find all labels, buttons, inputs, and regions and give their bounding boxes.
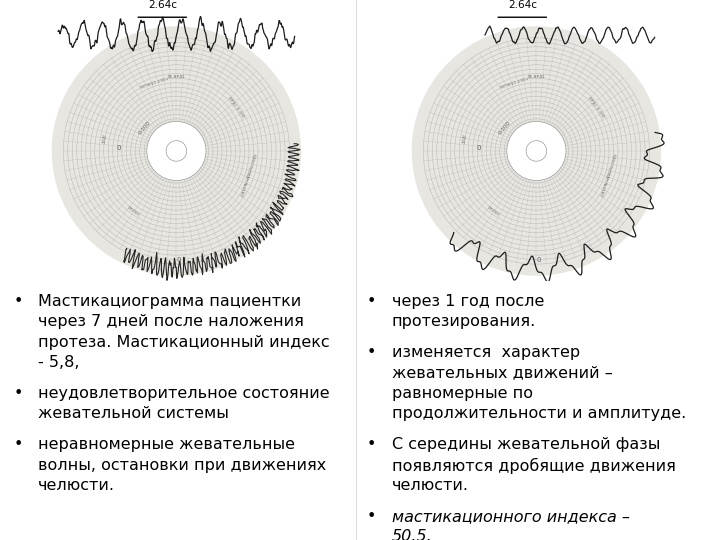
Text: ДПД: ДПД xyxy=(460,134,465,144)
Text: Мастикациограмма пациентки: Мастикациограмма пациентки xyxy=(37,294,301,309)
Circle shape xyxy=(147,122,206,180)
Text: ГОСТ 1936-85: ГОСТ 1936-85 xyxy=(499,73,528,86)
Text: через 1 год после: через 1 год после xyxy=(392,294,544,309)
Text: 50,5,: 50,5, xyxy=(392,529,433,540)
Text: через 7 дней после наложения: через 7 дней после наложения xyxy=(37,314,304,329)
Text: мастикационного индекса –: мастикационного индекса – xyxy=(392,509,629,524)
Text: неудовлетворительное состояние: неудовлетворительное состояние xyxy=(37,386,329,401)
Text: неравномерные жевательные: неравномерные жевательные xyxy=(37,437,294,452)
Text: •: • xyxy=(367,437,377,452)
Text: 2.64c: 2.64c xyxy=(148,0,176,10)
Text: •: • xyxy=(367,294,377,309)
Text: •: • xyxy=(14,386,23,401)
Circle shape xyxy=(166,140,186,161)
Text: ВРДС 0-100: ВРДС 0-100 xyxy=(228,96,246,118)
Circle shape xyxy=(507,122,566,180)
Text: ДПД: ДПД xyxy=(100,134,105,144)
Text: появляются дробящие движения: появляются дробящие движения xyxy=(392,457,675,474)
Text: 0: 0 xyxy=(536,257,541,263)
Text: БЕЕСТЬОВАН №3180: БЕЕСТЬОВАН №3180 xyxy=(238,152,256,195)
Text: жевательной системы: жевательной системы xyxy=(37,407,228,422)
Text: 0: 0 xyxy=(176,257,181,263)
Text: ВРДС 0-100: ВРДС 0-100 xyxy=(588,96,606,118)
Circle shape xyxy=(412,26,661,275)
Circle shape xyxy=(52,26,301,275)
Text: волны, остановки при движениях: волны, остановки при движениях xyxy=(37,457,326,472)
Text: 85-ВРД1: 85-ВРД1 xyxy=(168,75,185,78)
Text: 0-100: 0-100 xyxy=(138,120,151,136)
Text: 2.64c: 2.64c xyxy=(508,0,536,10)
Text: •: • xyxy=(14,294,23,309)
Text: •: • xyxy=(367,509,377,524)
Text: челюсти.: челюсти. xyxy=(37,478,114,493)
Text: протеза. Мастикационный индекс: протеза. Мастикационный индекс xyxy=(37,335,329,350)
Text: равномерные по: равномерные по xyxy=(392,386,533,401)
Text: жевательных движений –: жевательных движений – xyxy=(392,366,613,380)
Text: 0: 0 xyxy=(477,145,481,151)
Text: - 5,8,: - 5,8, xyxy=(37,355,79,370)
Text: 0-100: 0-100 xyxy=(498,120,511,136)
Text: •: • xyxy=(367,345,377,360)
Text: 0: 0 xyxy=(117,145,121,151)
Text: 85-ВРД1: 85-ВРД1 xyxy=(528,75,545,78)
Text: •: • xyxy=(14,437,23,452)
Text: DR250: DR250 xyxy=(486,206,500,217)
Text: изменяется  характер: изменяется характер xyxy=(392,345,580,360)
Text: БЕЕСТЬОВАН №3180: БЕЕСТЬОВАН №3180 xyxy=(598,152,616,195)
Text: продолжительности и амплитуде.: продолжительности и амплитуде. xyxy=(392,407,686,422)
Text: DR250: DR250 xyxy=(126,206,140,217)
Circle shape xyxy=(526,140,546,161)
Text: ГОСТ 1936-85: ГОСТ 1936-85 xyxy=(139,73,168,86)
Text: протезирования.: протезирования. xyxy=(392,314,536,329)
Text: челюсти.: челюсти. xyxy=(392,478,469,493)
Text: С середины жевательной фазы: С середины жевательной фазы xyxy=(392,437,660,452)
